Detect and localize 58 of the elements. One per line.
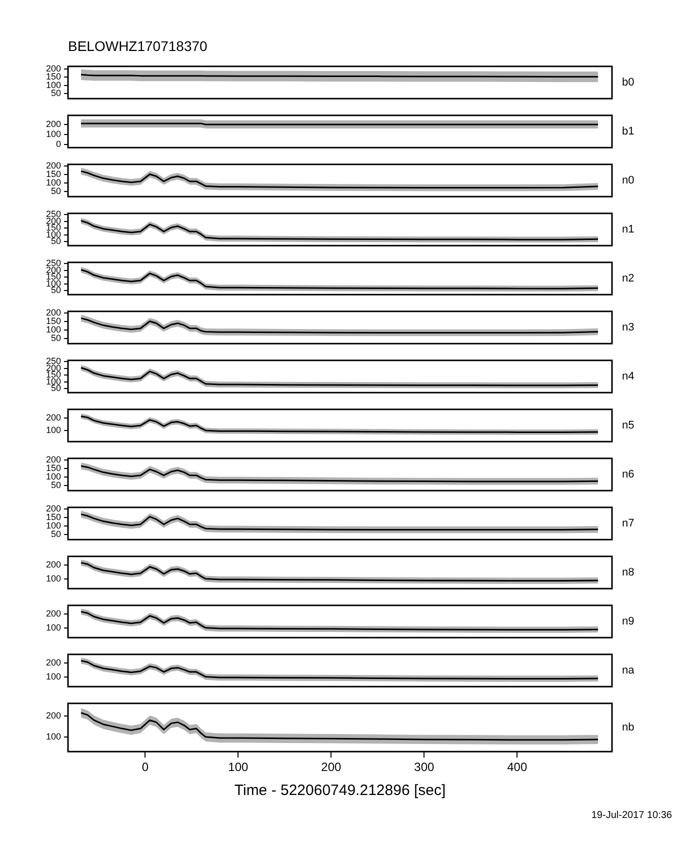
y-tick-label: 50 xyxy=(50,529,61,539)
text: n4 xyxy=(622,370,634,383)
text: n7 xyxy=(622,518,634,530)
text: 19-Jul-2017 10:36 xyxy=(590,810,673,821)
y-tick-label: 100 xyxy=(46,731,61,742)
y-tick-label: 50 xyxy=(50,383,61,394)
y-tick-label: 100 xyxy=(46,129,61,140)
y-tick-label: 200 xyxy=(46,454,61,465)
text: na xyxy=(622,664,636,677)
y-tick-label: 150 xyxy=(46,72,61,82)
y-tick-label: 100 xyxy=(46,622,61,632)
y-tick-label: 200 xyxy=(46,657,61,668)
text: n0 xyxy=(622,174,634,187)
y-tick-label: 200 xyxy=(46,559,61,570)
y-tick-label: 200 xyxy=(46,118,61,129)
y-tick-label: 50 xyxy=(50,285,61,296)
y-tick-label: 100 xyxy=(46,671,61,682)
text: n9 xyxy=(622,616,634,628)
y-tick-label: 150 xyxy=(46,316,61,326)
y-tick-label: 200 xyxy=(46,160,61,171)
y-tick-label: 50 xyxy=(50,480,61,490)
y-tick-label: 50 xyxy=(50,186,61,196)
text: n8 xyxy=(622,566,634,579)
y-tick-label: 200 xyxy=(46,608,61,618)
y-tick-label: 50 xyxy=(50,333,61,343)
text: n5 xyxy=(622,420,634,432)
text: n2 xyxy=(622,272,634,285)
x-tick-label: 300 xyxy=(414,760,434,774)
y-tick-label: 150 xyxy=(46,463,61,474)
y-tick-label: 50 xyxy=(50,236,61,246)
y-tick-label: 200 xyxy=(46,412,61,423)
text: b0 xyxy=(622,76,634,89)
text: n6 xyxy=(622,468,634,481)
y-tick-label: 200 xyxy=(46,710,61,720)
y-tick-label: 200 xyxy=(46,63,61,74)
y-tick-label: 100 xyxy=(46,472,61,482)
y-tick-label: 0 xyxy=(56,139,61,150)
text: n3 xyxy=(622,322,634,334)
y-tick-label: 150 xyxy=(46,512,61,522)
x-tick-label: 100 xyxy=(228,760,249,774)
y-tick-label: 100 xyxy=(46,178,61,188)
chart-title: BELOWHZ170718370 xyxy=(68,38,208,54)
y-tick-label: 100 xyxy=(46,573,61,584)
y-tick-label: 100 xyxy=(46,324,61,335)
x-tick-label: 200 xyxy=(321,760,342,774)
y-tick-label: 100 xyxy=(46,80,61,90)
y-tick-label: 100 xyxy=(46,520,61,531)
text: n1 xyxy=(622,224,634,236)
y-tick-label: 100 xyxy=(46,424,61,435)
text: b1 xyxy=(622,126,634,138)
x-axis-title: Time - 522060749.212896 [sec] xyxy=(234,782,446,800)
y-tick-label: 200 xyxy=(46,308,61,318)
text: nb xyxy=(622,722,634,734)
y-tick-label: 200 xyxy=(46,504,61,514)
x-tick-label: 0 xyxy=(142,760,149,774)
x-tick-label: 400 xyxy=(507,760,528,774)
y-tick-label: 150 xyxy=(46,169,61,180)
y-tick-label: 50 xyxy=(50,88,61,98)
